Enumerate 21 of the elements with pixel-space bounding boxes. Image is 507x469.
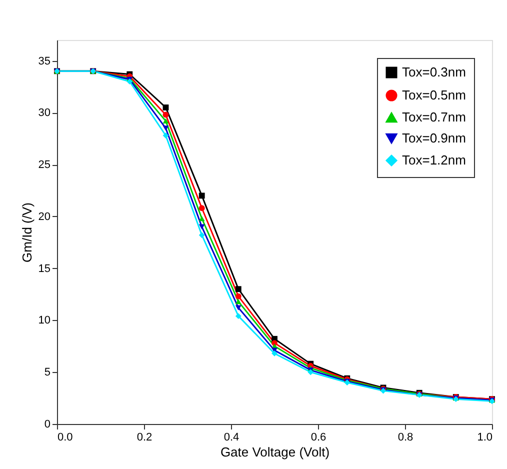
x-tick-label: 0.8 (398, 432, 414, 444)
y-tick-label: 35 (38, 55, 50, 68)
x-tick-label: 0.6 (310, 432, 326, 444)
y-tick-label: 0 (44, 418, 50, 430)
x-tick-label: 0.0 (58, 432, 73, 444)
legend-label: Tox=0.3nm (402, 64, 466, 80)
legend-label: Tox=0.5nm (402, 88, 466, 102)
y-tick-label: 10 (38, 314, 50, 327)
y-axis-title: Gm/Id (/V) (19, 202, 34, 262)
y-tick-label: 25 (38, 159, 50, 172)
y-tick-label: 15 (38, 262, 50, 275)
x-axis-title: Gate Voltage (Volt) (220, 444, 330, 460)
legend-label: Tox=0.9nm (402, 130, 466, 146)
x-tick-label: 0.4 (224, 432, 240, 444)
legend-label: Tox=1.2nm (402, 152, 466, 168)
y-tick-label: 20 (38, 210, 50, 223)
y-tick-label: 30 (38, 107, 50, 120)
x-tick-label: 1.0 (477, 432, 492, 444)
legend-label: Tox=0.7nm (402, 110, 466, 124)
x-tick-label: 0.2 (136, 432, 152, 444)
y-tick-label: 5 (44, 366, 50, 379)
